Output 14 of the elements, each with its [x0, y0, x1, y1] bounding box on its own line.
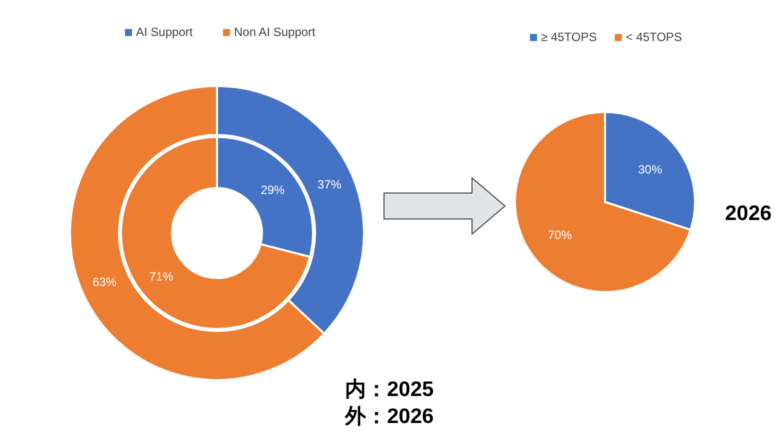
- legend-label: < 45TOPS: [626, 30, 682, 44]
- text: 外：2026: [344, 405, 434, 428]
- data-label: 70%: [548, 228, 572, 242]
- legend-label: ≥ 45TOPS: [541, 30, 597, 44]
- data-label: 63%: [92, 274, 117, 289]
- legend-label: AI Support: [136, 25, 194, 39]
- text: 2026: [725, 202, 772, 225]
- legend-label: Non AI Support: [234, 25, 316, 39]
- data-label: 29%: [260, 182, 286, 197]
- data-label: 71%: [149, 269, 174, 284]
- text: 内：2025: [345, 378, 434, 401]
- data-label: 37%: [317, 178, 342, 192]
- pie-slice: [514, 111, 692, 293]
- data-label: 30%: [638, 162, 662, 176]
